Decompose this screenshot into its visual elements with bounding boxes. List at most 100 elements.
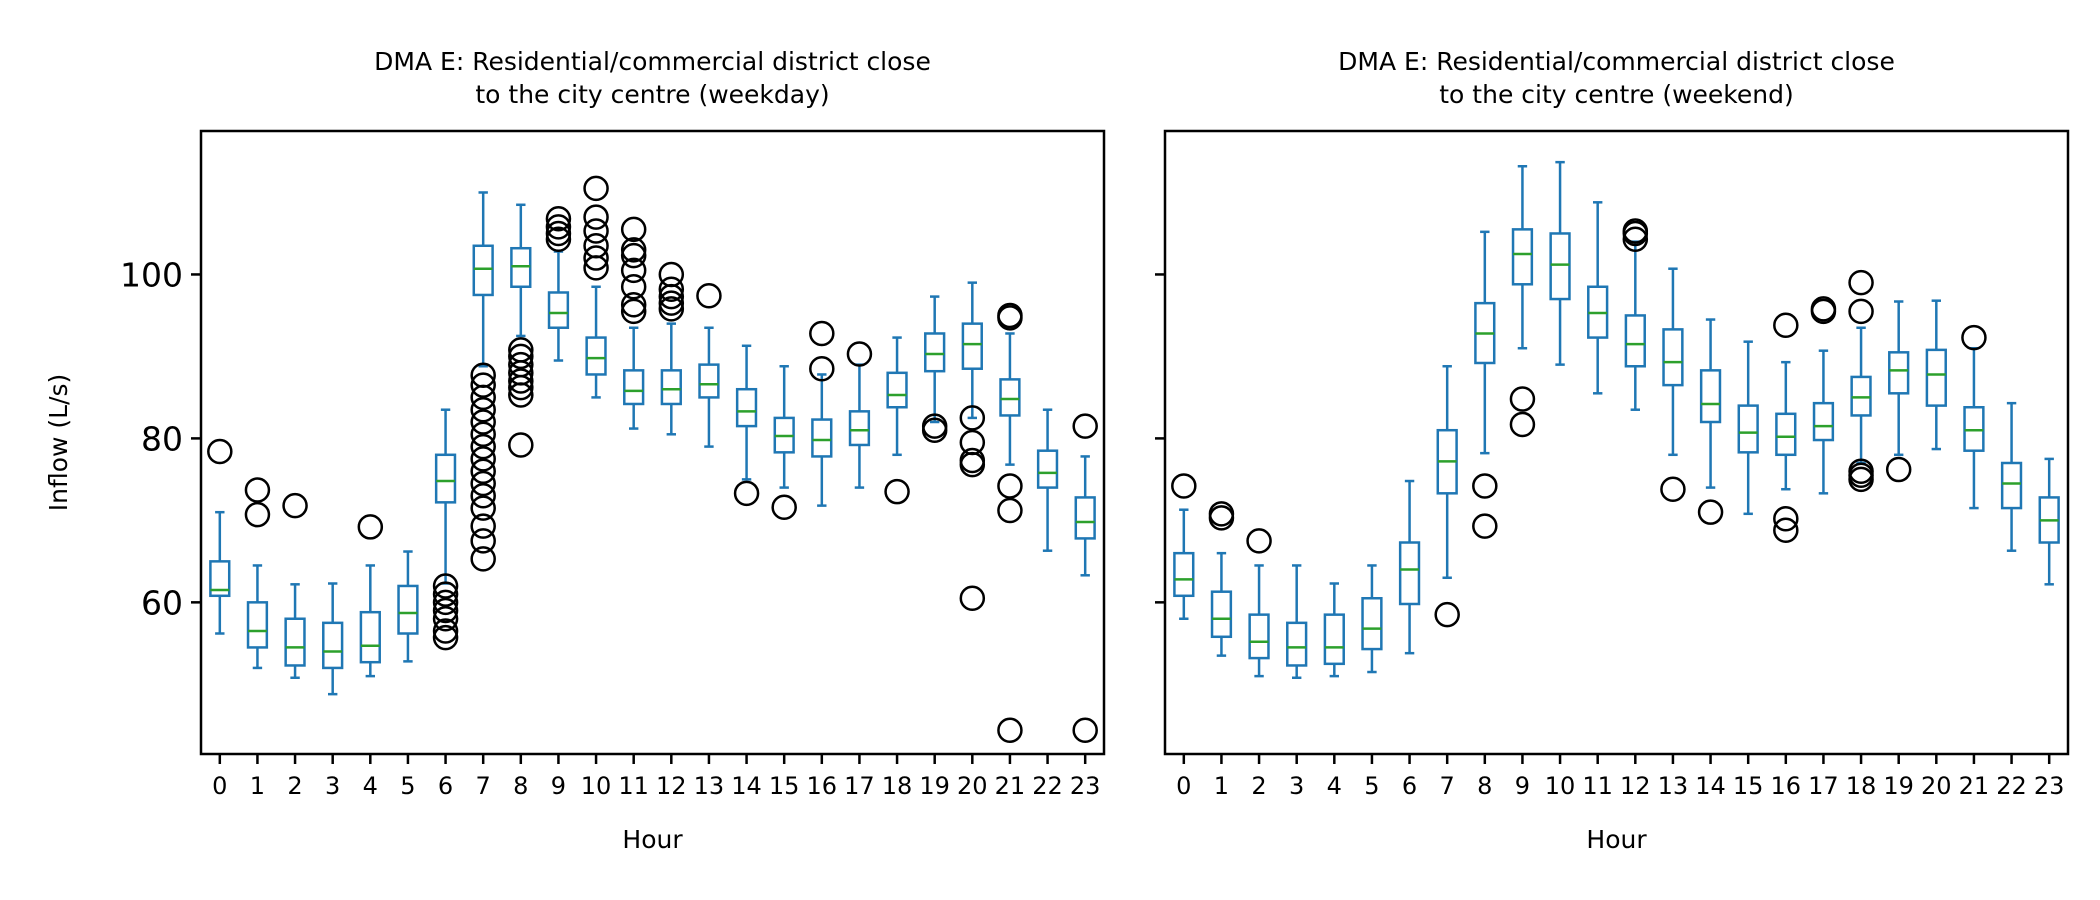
x-tick-label-6: 6 xyxy=(1402,772,1417,800)
flier-point xyxy=(658,276,685,302)
flier-point xyxy=(244,477,271,503)
flier-point xyxy=(207,438,233,465)
box-iqr xyxy=(1737,404,1759,454)
flier-point xyxy=(357,514,384,540)
flier-point xyxy=(1072,413,1098,439)
flier-point xyxy=(470,495,496,521)
x-tick-label-13: 13 xyxy=(694,772,725,800)
flier-point xyxy=(1622,218,1649,244)
flier-point xyxy=(1885,456,1912,483)
box-iqr xyxy=(848,410,871,447)
box-iqr xyxy=(698,363,720,399)
flier-point xyxy=(884,478,910,505)
box-hour-2 xyxy=(282,492,308,680)
flier-point xyxy=(620,216,647,243)
flier-point xyxy=(470,372,496,398)
box-hour-12 xyxy=(658,261,685,436)
box-hour-8 xyxy=(1472,230,1498,539)
box-iqr xyxy=(585,336,607,376)
flier-point xyxy=(545,205,572,232)
flier-point xyxy=(470,470,496,497)
box-iqr xyxy=(246,601,269,649)
flier-point xyxy=(658,290,685,316)
chart-title-line2: to the city centre (weekend) xyxy=(1439,80,1793,109)
box-hour-9 xyxy=(545,205,572,362)
x-tick-label-4: 4 xyxy=(1327,772,1342,800)
box-hour-18 xyxy=(884,336,910,505)
box-iqr xyxy=(359,610,381,664)
x-tick-label-16: 16 xyxy=(1771,772,1802,800)
box-hour-4 xyxy=(1323,582,1345,678)
x-tick-label-14: 14 xyxy=(1695,772,1726,800)
box-hour-17 xyxy=(846,341,873,489)
x-tick-label-3: 3 xyxy=(325,772,340,800)
flier-point xyxy=(1848,298,1874,325)
box-hour-15 xyxy=(771,365,797,521)
box-iqr xyxy=(1775,412,1797,457)
box-hour-21 xyxy=(1961,324,1987,510)
flier-point xyxy=(545,214,572,240)
box-iqr xyxy=(209,560,231,598)
flier-point xyxy=(658,296,685,322)
x-tick-label-13: 13 xyxy=(1658,772,1689,800)
box-hour-10 xyxy=(583,175,609,399)
box-iqr xyxy=(1511,228,1534,286)
flier-point xyxy=(809,320,835,347)
box-iqr xyxy=(999,378,1021,417)
box-hour-14 xyxy=(733,344,760,507)
flier-point xyxy=(470,433,496,460)
box-hour-13 xyxy=(696,283,722,448)
flier-point xyxy=(1472,513,1498,539)
box-hour-19 xyxy=(1885,300,1912,483)
box-iqr xyxy=(735,387,758,428)
x-tick-label-15: 15 xyxy=(1733,772,1764,800)
flier-point xyxy=(1660,476,1686,502)
flier-point xyxy=(959,585,986,611)
x-tick-label-22: 22 xyxy=(1032,772,1063,800)
box-iqr xyxy=(547,291,570,329)
flier-point xyxy=(1697,499,1724,525)
flier-point xyxy=(1472,473,1498,499)
box-hour-23 xyxy=(2038,457,2060,586)
x-tick-label-0: 0 xyxy=(212,772,227,800)
flier-point xyxy=(470,362,496,389)
box-hour-16 xyxy=(809,320,835,507)
flier-point xyxy=(997,717,1023,743)
flier-point xyxy=(545,226,572,252)
box-hour-14 xyxy=(1697,318,1724,525)
flier-point xyxy=(470,458,496,484)
box-hour-6 xyxy=(1398,479,1421,655)
box-iqr xyxy=(660,369,682,406)
flier-point xyxy=(658,261,685,288)
flier-point xyxy=(1773,312,1799,339)
box-hour-7 xyxy=(1434,365,1460,628)
box-iqr xyxy=(623,369,645,406)
box-hour-0 xyxy=(207,438,233,635)
x-tick-label-3: 3 xyxy=(1289,772,1304,800)
box-hour-17 xyxy=(1810,296,1837,495)
flier-point xyxy=(545,220,572,247)
box-hour-15 xyxy=(1737,340,1759,516)
flier-point xyxy=(470,483,496,509)
flier-point xyxy=(583,204,609,230)
box-hour-5 xyxy=(1361,564,1383,674)
box-hour-1 xyxy=(1208,501,1235,657)
chart-panel-1: DMA E: Residential/commercial district c… xyxy=(1155,47,2070,854)
chart-title-line1: DMA E: Residential/commercial district c… xyxy=(1338,47,1895,76)
box-iqr xyxy=(2000,461,2023,510)
flier-point xyxy=(997,497,1023,524)
x-tick-label-21: 21 xyxy=(1959,772,1990,800)
flier-point xyxy=(470,409,496,435)
flier-point xyxy=(432,573,459,599)
flier-point xyxy=(696,283,722,309)
x-tick-label-11: 11 xyxy=(618,772,649,800)
box-iqr xyxy=(1925,348,1947,407)
box-iqr xyxy=(1074,496,1096,540)
box-iqr xyxy=(1624,314,1646,368)
plot-frame xyxy=(199,129,1106,756)
flier-point xyxy=(470,446,496,472)
x-axis-label: Hour xyxy=(1586,825,1647,854)
flier-point xyxy=(959,447,986,474)
box-iqr xyxy=(1888,351,1910,395)
